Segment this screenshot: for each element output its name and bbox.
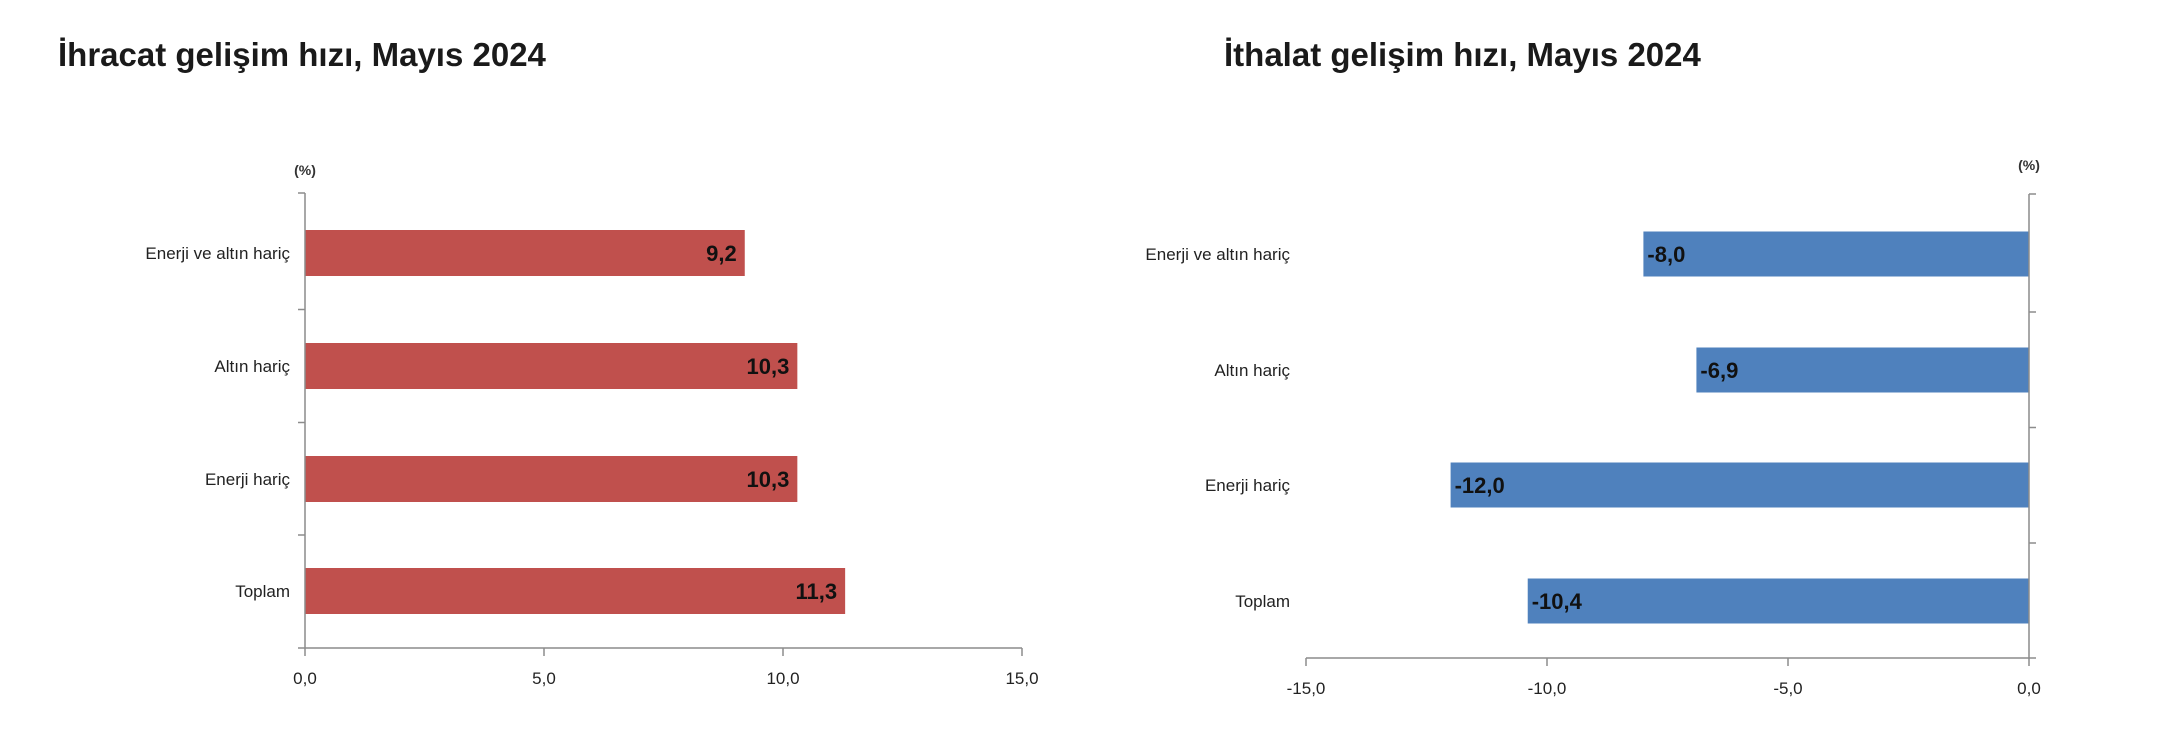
import-chart-plot: (%) -8,0 Enerji ve altın hariç -6,9 Altın ha… — [1145, 157, 2041, 698]
category-label: Enerji ve altın hariç — [1145, 245, 1290, 264]
tick-label: 0,0 — [2017, 679, 2041, 698]
category-label: Enerji hariç — [1205, 476, 1291, 495]
import-chart-panel: İthalat gelişim hızı, Mayıs 2024 (%) -8,0… — [1088, 0, 2177, 750]
category-label: Toplam — [235, 582, 290, 601]
data-label: -12,0 — [1455, 473, 1505, 498]
category-label: Altın hariç — [1214, 361, 1290, 380]
chart-title: İhracat gelişim hızı, Mayıs 2024 — [58, 36, 546, 73]
tick-label: -10,0 — [1528, 679, 1567, 698]
export-chart-plot: (%) 9,2 Enerji ve altın hariç 10,3 Altın har… — [145, 162, 1038, 688]
tick-label: 5,0 — [532, 669, 556, 688]
category-label: Altın hariç — [214, 357, 290, 376]
tick-label: -5,0 — [1773, 679, 1802, 698]
tick-label: -15,0 — [1287, 679, 1326, 698]
bar — [305, 456, 798, 502]
data-label: 10,3 — [747, 354, 790, 379]
chart-title: İthalat gelişim hızı, Mayıs 2024 — [1224, 36, 1701, 73]
data-label: 9,2 — [706, 241, 737, 266]
tick-label: 15,0 — [1005, 669, 1038, 688]
data-label: -10,4 — [1532, 589, 1583, 614]
tick-label: 10,0 — [766, 669, 799, 688]
bar — [305, 568, 846, 614]
bar — [1696, 347, 2029, 393]
bar — [305, 230, 745, 276]
category-label: Toplam — [1235, 592, 1290, 611]
data-label: 11,3 — [796, 579, 838, 604]
unit-label: (%) — [2018, 157, 2040, 173]
bar — [305, 343, 798, 389]
unit-label: (%) — [294, 162, 316, 178]
data-label: 10,3 — [747, 467, 790, 492]
bar — [1643, 231, 2029, 277]
tick-label: 0,0 — [293, 669, 317, 688]
data-label: -6,9 — [1700, 358, 1738, 383]
bar — [1527, 578, 2029, 624]
category-label: Enerji hariç — [205, 470, 291, 489]
export-chart-panel: İhracat gelişim hızı, Mayıs 2024 (%) 9,2 E… — [0, 0, 1088, 750]
data-label: -8,0 — [1647, 242, 1685, 267]
bar — [1450, 462, 2029, 508]
category-label: Enerji ve altın hariç — [145, 244, 290, 263]
